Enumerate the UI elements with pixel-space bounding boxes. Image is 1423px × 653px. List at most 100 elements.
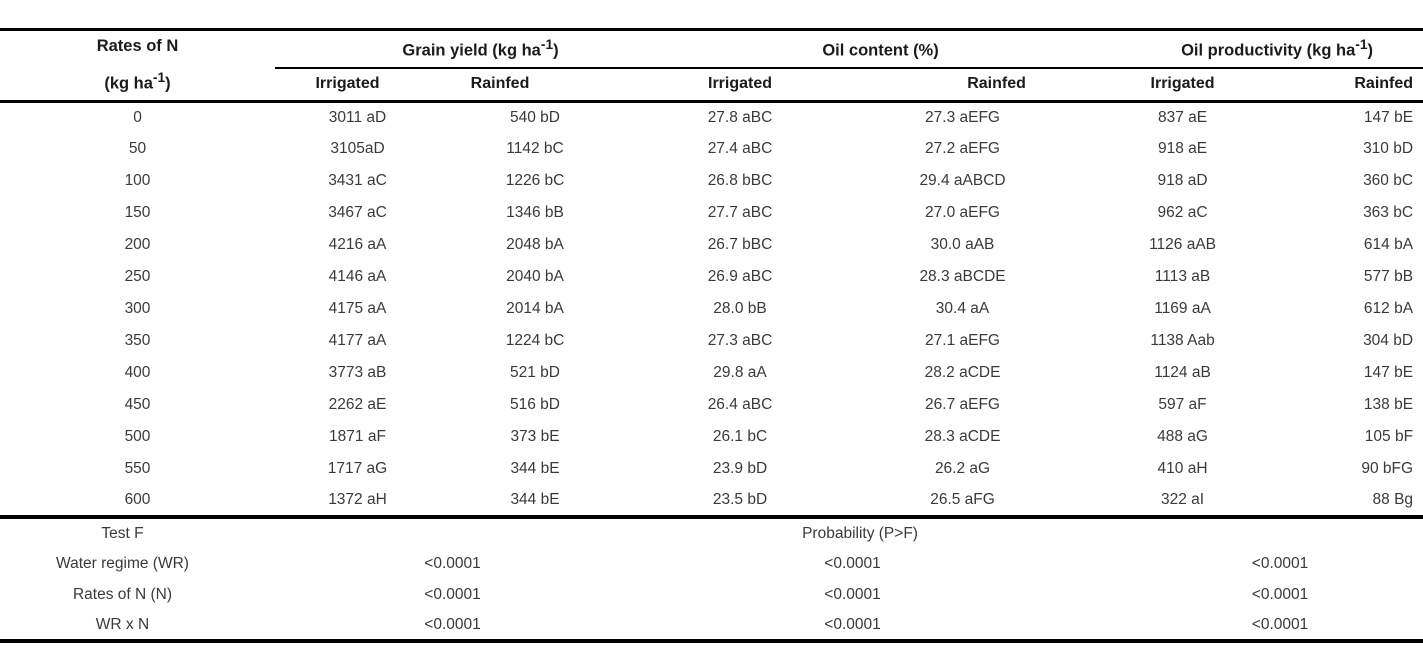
cell-grain-yield-irrigated: 3431 aC	[328, 172, 387, 189]
cell-grain-yield-irrigated: 4146 aA	[328, 268, 387, 285]
footer-row-label: Water regime (WR)	[56, 554, 189, 572]
cell-grain-yield-irrigated: 4216 aA	[328, 236, 387, 253]
cell-grain-yield-rainfed: 2048 bA	[506, 236, 564, 253]
cell-oil-productivity-rainfed: 363 bC	[1363, 204, 1414, 221]
probability-value: <0.0001	[424, 554, 481, 572]
cell-oil-productivity-rainfed: 310 bD	[1363, 140, 1414, 157]
probability-row: Water regime (WR) <0.0001 <0.0001 <0.0001	[0, 548, 1423, 579]
table-row: 350 4177 aA 1224 bC 27.3 aBC 27.1 aEFG 1138 A…	[0, 325, 1423, 357]
cell-oil-productivity-irrigated: 1113 aB	[1154, 268, 1211, 285]
cell-oil-content-rainfed: 27.2 aEFG	[925, 140, 1000, 157]
cell-oil-content-irrigated: 23.9 bD	[712, 460, 768, 477]
cell-oil-productivity-irrigated: 322 aI	[1075, 485, 1291, 519]
table-row: 400 3773 aB 521 bD 29.8 aA 28.2 aCDE 1124 aB 1…	[0, 357, 1423, 389]
probability-value: <0.0001	[1251, 615, 1309, 633]
cell-n-rate: 500	[124, 428, 151, 445]
table-row: 300 4175 aA 2014 bA 28.0 bB 30.4 aA 1169 aA 61…	[0, 293, 1423, 325]
cell-grain-yield-irrigated: 2262 aE	[328, 396, 387, 413]
cell-n-rate: 550	[124, 460, 151, 477]
oil-content-irrigated-header: Irrigated	[630, 67, 851, 103]
cell-grain-yield-rainfed: 1142 bC	[506, 140, 564, 157]
cell-n-rate: 450	[124, 396, 151, 413]
probability-value: <0.0001	[424, 615, 481, 633]
cell-n-rate: 350	[124, 332, 151, 349]
cell-n-rate: 250	[124, 268, 151, 285]
table-row: 150 3467 aC 1346 bB 27.7 aBC 27.0 aEFG 962 aC…	[0, 197, 1423, 229]
cell-grain-yield-irrigated: 1871 aF	[329, 428, 386, 445]
cell-grain-yield-rainfed: 344 bE	[440, 485, 631, 519]
table-row: 250 4146 aA 2040 bA 26.9 aBC 28.3 aBCDE 1113 …	[0, 261, 1423, 293]
cell-n-rate: 50	[128, 140, 147, 157]
cell-oil-productivity-irrigated: 1138 Aab	[1150, 332, 1215, 349]
grain-yield-irrigated-header: Irrigated	[275, 67, 440, 103]
probability-value: <0.0001	[824, 615, 881, 633]
cell-oil-productivity-rainfed: 90 bFG	[1361, 460, 1414, 477]
footer-row-label: WR x N	[95, 615, 150, 633]
footer-row-label: Rates of N (N)	[72, 585, 173, 603]
cell-grain-yield-rainfed: 516 bD	[510, 396, 560, 413]
cell-oil-productivity-rainfed: 614 bA	[1363, 236, 1414, 253]
cell-oil-productivity-irrigated: 597 aF	[1158, 396, 1207, 413]
cell-oil-productivity-rainfed: 105 bF	[1364, 428, 1414, 445]
cell-n-rate: 0	[133, 108, 142, 126]
cell-oil-productivity-irrigated: 488 aG	[1157, 428, 1208, 445]
cell-oil-content-irrigated: 28.0 bB	[713, 300, 767, 317]
cell-oil-content-irrigated: 27.4 aBC	[707, 140, 773, 157]
cell-n-rate: 600	[0, 485, 275, 519]
cell-oil-content-irrigated: 23.5 bD	[630, 485, 851, 519]
cell-oil-productivity-rainfed: 138 bE	[1363, 396, 1414, 413]
table-row: 500 1871 aF 373 bE 26.1 bC 28.3 aCDE 488 aG 10…	[0, 421, 1423, 453]
cell-oil-content-rainfed: 26.7 aEFG	[925, 396, 1000, 413]
cell-oil-content-irrigated: 26.4 aBC	[707, 396, 773, 413]
cell-oil-content-rainfed: 26.5 aFG	[850, 485, 1076, 519]
cell-grain-yield-irrigated: 3105aD	[330, 140, 385, 157]
cell-oil-content-rainfed: 27.3 aEFG	[925, 108, 1000, 126]
cell-oil-productivity-irrigated: 1124 aB	[1154, 364, 1211, 381]
cell-grain-yield-rainfed: 521 bD	[510, 364, 560, 381]
probability-row: WR x N <0.0001 <0.0001 <0.0001	[0, 610, 1423, 641]
probability-value: <0.0001	[1251, 554, 1309, 572]
cell-grain-yield-rainfed: 2040 bA	[506, 268, 564, 285]
probability-label: Probability (P>F)	[802, 524, 918, 542]
probability-value: <0.0001	[824, 554, 881, 572]
cell-oil-productivity-irrigated: 410 aH	[1157, 460, 1208, 477]
oil-productivity-rainfed-header: Rainfed	[1290, 67, 1423, 103]
rates-of-n-header-line1: Rates of N	[96, 37, 179, 55]
grain-yield-rainfed-header: Rainfed	[440, 67, 631, 103]
cell-n-rate: 200	[124, 236, 151, 253]
rates-of-n-header-line2: (kg ha-1)	[104, 70, 171, 93]
oil-content-rainfed-header: Rainfed	[850, 67, 1076, 103]
probability-value: <0.0001	[824, 585, 881, 603]
cell-grain-yield-irrigated: 3467 aC	[328, 204, 387, 221]
cell-grain-yield-rainfed: 373 bE	[510, 428, 560, 445]
cell-oil-content-rainfed: 26.2 aG	[934, 460, 991, 477]
cell-grain-yield-irrigated: 3011 aD	[328, 108, 387, 126]
table-row: 550 1717 aG 344 bE 23.9 bD 26.2 aG 410 aH 90 b…	[0, 453, 1423, 485]
subheader-row: Irrigated Rainfed Irrigated Rainfed Irri…	[0, 67, 1423, 103]
test-f-label: Test F	[101, 524, 144, 542]
cell-grain-yield-rainfed: 2014 bA	[506, 300, 564, 317]
cell-oil-content-rainfed: 29.4 aABCD	[919, 172, 1006, 189]
cell-oil-content-irrigated: 27.3 aBC	[707, 332, 773, 349]
oil-content-group-header: Oil content (%)	[630, 29, 1076, 69]
table-footer: Test F Probability (P>F) Water regime (W…	[0, 517, 1423, 641]
cell-grain-yield-rainfed: 1224 bC	[505, 332, 565, 349]
table-row: 0 3011 aD 540 bD 27.8 aBC 27.3 aEFG 837 aE 147…	[0, 101, 1423, 133]
cell-oil-productivity-rainfed: 147 bE	[1363, 364, 1414, 381]
cell-grain-yield-rainfed: 540 bD	[510, 108, 560, 126]
cell-grain-yield-rainfed: 344 bE	[510, 460, 560, 477]
probability-value: <0.0001	[1251, 585, 1309, 603]
cell-oil-content-rainfed: 27.1 aEFG	[925, 332, 1000, 349]
cell-oil-content-rainfed: 30.0 aAB	[930, 236, 995, 253]
grain-yield-group-header: Grain yield (kg ha-1)	[275, 29, 631, 69]
cell-grain-yield-irrigated: 1717 aG	[327, 460, 388, 477]
cell-oil-productivity-irrigated: 962 aC	[1157, 204, 1208, 221]
cell-oil-productivity-irrigated: 918 aE	[1157, 140, 1208, 157]
probability-value: <0.0001	[424, 585, 481, 603]
group-header-row: Rates of N (kg ha-1) Grain yield (kg ha-…	[0, 29, 1423, 103]
cell-oil-content-irrigated: 26.1 bC	[712, 428, 768, 445]
cell-oil-content-rainfed: 27.0 aEFG	[925, 204, 1000, 221]
probability-header-row: Test F Probability (P>F)	[0, 517, 1423, 548]
cell-oil-content-irrigated: 27.8 aBC	[707, 108, 773, 126]
